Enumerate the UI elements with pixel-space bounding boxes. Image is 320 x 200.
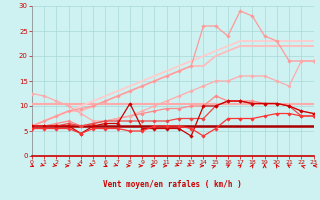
X-axis label: Vent moyen/en rafales ( km/h ): Vent moyen/en rafales ( km/h ) bbox=[103, 180, 242, 189]
